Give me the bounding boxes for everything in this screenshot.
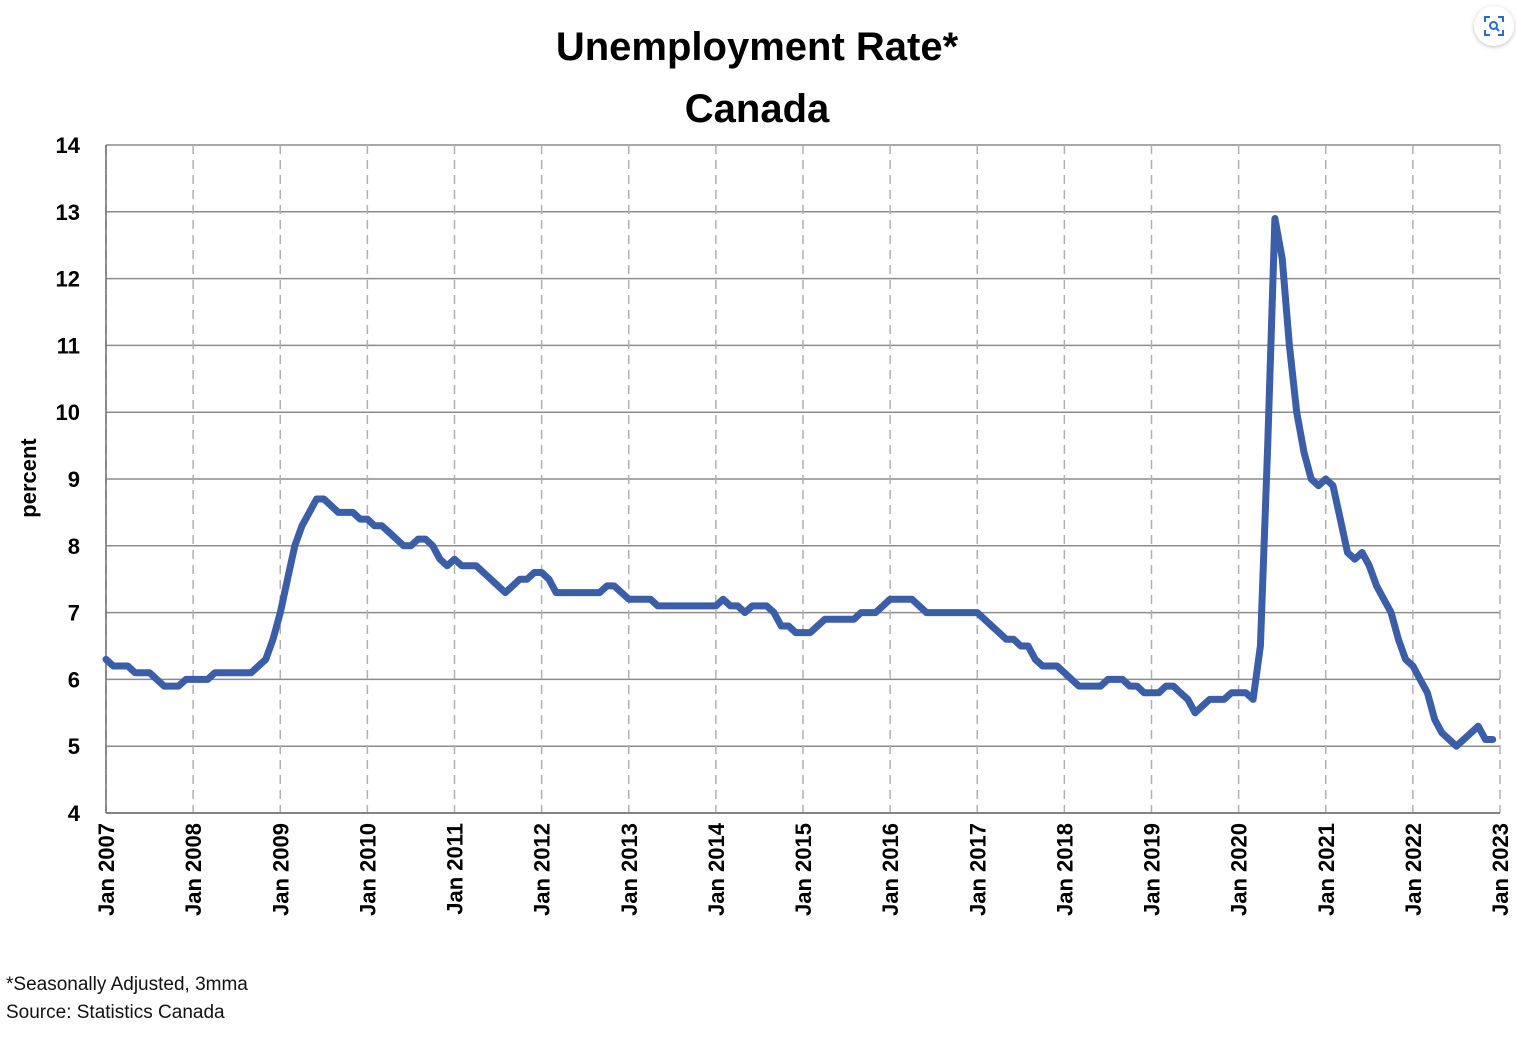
- footnote-source: Source: Statistics Canada: [6, 1002, 225, 1023]
- y-tick-label: 11: [57, 333, 80, 358]
- y-tick-label: 14: [56, 133, 81, 158]
- y-tick-label: 10: [56, 400, 80, 425]
- x-tick-label: Jan 2012: [530, 823, 555, 916]
- y-tick-label: 12: [56, 267, 80, 292]
- footnote-adjustment: *Seasonally Adjusted, 3mma: [6, 974, 248, 995]
- x-tick-label: Jan 2019: [1140, 823, 1165, 916]
- x-tick-label: Jan 2008: [181, 823, 206, 916]
- chart-subtitle: Canada: [685, 87, 830, 131]
- visual-search-icon: [1484, 16, 1504, 36]
- y-tick-label: 9: [68, 467, 80, 492]
- x-tick-label: Jan 2009: [268, 823, 293, 916]
- x-tick-label: Jan 2022: [1401, 823, 1426, 916]
- x-tick-label: Jan 2023: [1488, 823, 1513, 916]
- x-tick-label: Jan 2007: [94, 823, 119, 916]
- tick-layer: 4 5 6 7 8 9 10 11 12 13 14 Jan 2007 Jan 2008 Jan 2009…: [56, 133, 1513, 916]
- x-tick-label: Jan 2017: [965, 823, 990, 916]
- unemployment-rate-line: [102, 215, 1497, 750]
- visual-search-button[interactable]: [1474, 6, 1514, 46]
- y-axis-label: percent: [16, 438, 41, 518]
- x-tick-label: Jan 2015: [791, 823, 816, 916]
- y-tick-label: 7: [68, 601, 80, 626]
- x-tick-label: Jan 2011: [443, 823, 468, 915]
- y-tick-label: 8: [68, 534, 80, 559]
- x-tick-label: Jan 2010: [355, 823, 380, 916]
- x-tick-label: Jan 2018: [1052, 823, 1077, 916]
- x-tick-label: Jan 2014: [704, 822, 729, 916]
- series-layer: [102, 215, 1497, 750]
- y-tick-label: 6: [68, 667, 80, 692]
- x-tick-label: Jan 2013: [617, 823, 642, 916]
- grid-layer: [105, 144, 1501, 814]
- x-tick-label: Jan 2016: [878, 823, 903, 916]
- y-tick-label: 4: [68, 801, 81, 826]
- y-tick-label: 5: [68, 734, 80, 759]
- x-tick-label: Jan 2020: [1227, 823, 1252, 916]
- chart-title: Unemployment Rate*: [556, 25, 959, 69]
- y-tick-label: 13: [56, 200, 80, 225]
- x-tick-label: Jan 2021: [1314, 823, 1339, 916]
